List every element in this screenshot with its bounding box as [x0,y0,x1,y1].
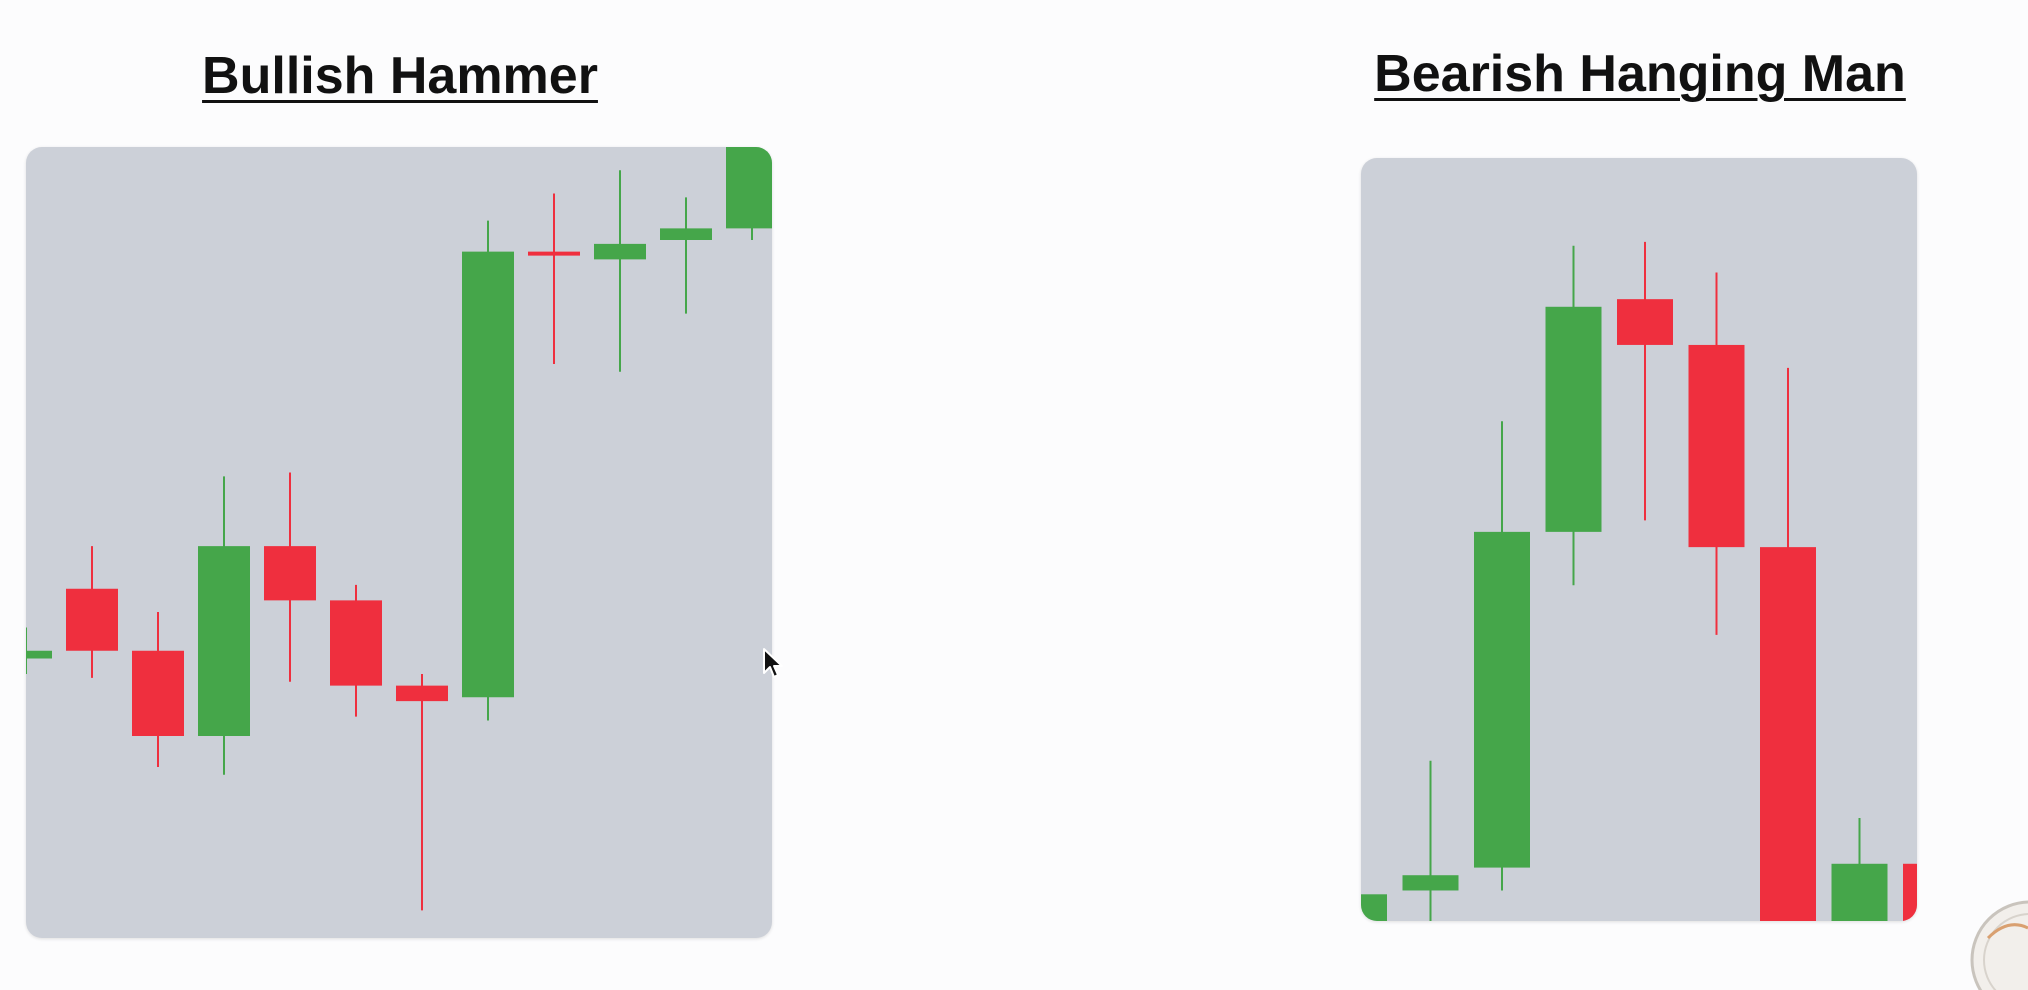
hanging-man-candle-9-body [1903,863,1917,921]
hammer-candle-12 [726,147,772,240]
hammer-candle-3 [132,612,184,767]
hanging-man-candle-5 [1617,241,1673,521]
hammer-candle-12-body [726,147,772,229]
hammer-candle-4 [198,476,250,775]
bearish-hanging-man-title: Bearish Hanging Man [1374,45,1906,103]
hammer-candle-11-body [660,228,712,240]
hammer-candle-11 [660,197,712,314]
hammer-candle-8 [462,220,514,721]
hanging-man-candle-7 [1760,367,1816,921]
hanging-man-candle-8-body [1831,863,1888,921]
hammer-candle-1-body [26,650,52,659]
hanging-man-candle-4-body [1545,306,1602,532]
hammer-candle-5-body [264,546,316,601]
hammer-candle-7-body [396,685,448,702]
hanging-man-candle-1 [1361,894,1387,921]
hanging-man-candle-5-body [1617,299,1673,345]
bullish-hammer-chart [26,147,772,911]
hammer-candle-2 [66,546,118,678]
bearish-hanging-man-chart [1361,241,1917,921]
hammer-candle-10-body [594,243,646,260]
hanging-man-candle-6-body [1688,344,1745,548]
hammer-candle-2-body [66,588,118,651]
hammer-candle-6 [330,584,382,717]
hanging-man-candle-3 [1474,421,1530,891]
bearish-hanging-man-chart-panel [1361,158,1917,921]
hanging-man-candle-3-body [1474,531,1530,868]
hanging-man-candle-4 [1545,245,1602,586]
hanging-man-candle-1-body [1361,894,1387,921]
watermark-badge-icon [1970,900,2028,990]
hanging-man-candle-2 [1402,760,1459,921]
hanging-man-candle-9 [1903,863,1917,921]
hammer-candle-10 [594,170,646,372]
hammer-candle-3-body [132,650,184,736]
hammer-candle-4-body [198,546,250,736]
bullish-hammer-chart-panel [26,147,772,938]
hammer-candle-7 [396,674,448,911]
hammer-candle-1 [26,627,52,674]
hanging-man-candle-7-body [1760,547,1816,921]
hanging-man-candle-6 [1688,272,1745,635]
hammer-candle-8-body [462,251,514,698]
hammer-candle-6-body [330,600,382,686]
hammer-candle-9-body [528,251,580,256]
hanging-man-candle-8 [1831,817,1888,921]
bullish-hammer-title: Bullish Hammer [202,47,598,105]
hammer-candle-9 [528,193,580,364]
hanging-man-candle-2-body [1402,875,1459,891]
hammer-candle-5 [264,472,316,682]
mouse-pointer-icon [763,648,783,678]
